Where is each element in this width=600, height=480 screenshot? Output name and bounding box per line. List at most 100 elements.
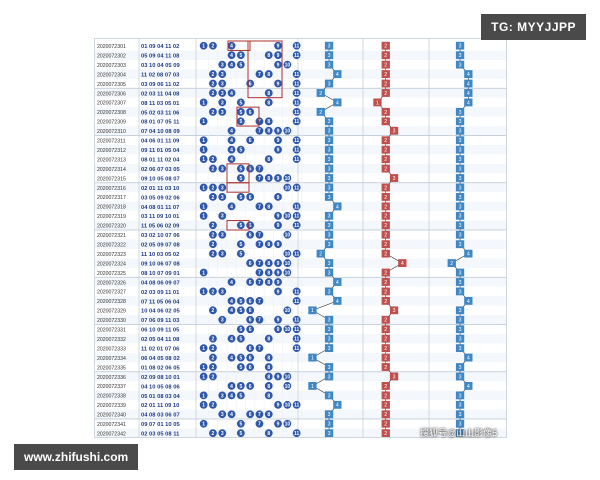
zone-a-cell [324,51,334,60]
zone-a-value: 3 [328,148,331,154]
ball-label: 8 [267,119,270,125]
zone-a-cell [324,60,334,69]
ball-label: 2 [212,185,215,191]
number-ball [218,60,227,69]
ball-label: 2 [212,242,215,248]
number-ball [236,221,245,230]
ball-label: 5 [239,110,242,116]
number-ball [209,164,217,173]
ball-label: 11 [294,110,300,116]
number-ball [255,419,264,428]
number-ball [264,174,273,182]
number-ball [246,296,255,305]
number-ball [209,70,217,78]
number-ball [255,278,264,286]
zone-a-value: 3 [328,81,331,87]
ball-label: 2 [212,365,215,371]
ball-label: 4 [230,384,233,390]
zone-c-value: 3 [459,148,462,154]
zone-c-cell [455,344,465,353]
ball-label: 3 [221,185,224,191]
zone-c-cell [455,174,465,182]
ball-label: 3 [221,412,224,418]
number-ball [274,240,282,249]
ball-label: 9 [277,374,280,380]
number-ball [264,202,273,211]
number-ball [227,410,236,419]
zone-b-value: 2 [384,403,387,409]
ball-label: 11 [294,327,300,333]
number-ball [227,136,236,145]
zone-a-cell [333,70,342,78]
zone-c-cell [455,306,465,315]
zone-a-value: 3 [328,270,331,276]
number-ball [209,400,217,409]
ball-label: 9 [277,318,280,324]
zone-c-value: 4 [467,100,470,106]
zone-b-cell [389,126,399,135]
number-ball [218,183,227,192]
zone-c-cell [455,164,465,173]
ball-label: 7 [258,129,261,135]
number-ball [209,353,217,362]
number-ball [292,400,301,409]
number-ball [283,400,292,409]
zone-c-cell [455,193,465,201]
ball-label: 8 [267,100,270,106]
ball-label: 2 [212,110,215,116]
zone-b-value: 2 [384,299,387,305]
number-ball [209,334,217,343]
number-ball [264,372,273,381]
zone-b-cell [381,363,390,371]
zone-a-cell [324,391,334,400]
draw-numbers: 11 05 06 02 09 [141,224,180,230]
ball-label: 1 [202,403,205,409]
issue-number: 2020072324 [97,261,126,267]
number-ball [292,287,301,296]
zone-a-cell [324,240,334,249]
ball-label: 7 [258,346,261,352]
zone-b-value: 2 [384,53,387,59]
zone-a-cell [308,382,317,390]
zone-a-cell [324,363,334,371]
ball-label: 8 [267,337,270,343]
number-ball [209,221,217,230]
zone-a-value: 3 [328,242,331,248]
issue-number: 2020072309 [97,120,126,126]
row-stripe [95,390,506,401]
number-ball [227,334,236,343]
number-ball [236,164,245,173]
ball-label: 11 [294,223,300,229]
zone-c-value: 3 [459,393,462,399]
ball-label: 2 [212,44,215,50]
issue-number: 2020072336 [97,375,126,381]
number-ball [292,79,301,88]
zone-c-value: 3 [459,204,462,210]
zone-c-cell [455,107,465,116]
number-ball [264,70,273,78]
zone-c-cell [455,410,465,419]
ball-label: 2 [212,252,215,258]
zone-a-cell [324,41,334,50]
highlight-box [227,40,251,51]
number-ball [227,51,236,60]
number-ball [218,211,227,220]
zone-b-value: 2 [384,63,387,69]
zone-b-cell [373,98,382,107]
number-ball [209,363,217,371]
number-ball [246,363,255,371]
zone-b-value: 2 [384,148,387,154]
zone-c-cell [455,155,465,164]
zone-b-value: 2 [384,412,387,418]
number-ball [199,183,208,192]
draw-numbers: 07 06 09 11 03 [141,318,180,324]
number-ball [274,315,282,324]
zone-b-value: 2 [384,327,387,333]
ball-label: 4 [230,204,233,210]
zone-c-value: 4 [467,299,470,305]
number-ball [264,363,273,371]
number-ball [227,126,236,135]
draw-numbers: 01 08 02 06 05 [141,365,180,371]
zone-c-value: 3 [459,327,462,333]
ball-label: 8 [267,72,270,78]
